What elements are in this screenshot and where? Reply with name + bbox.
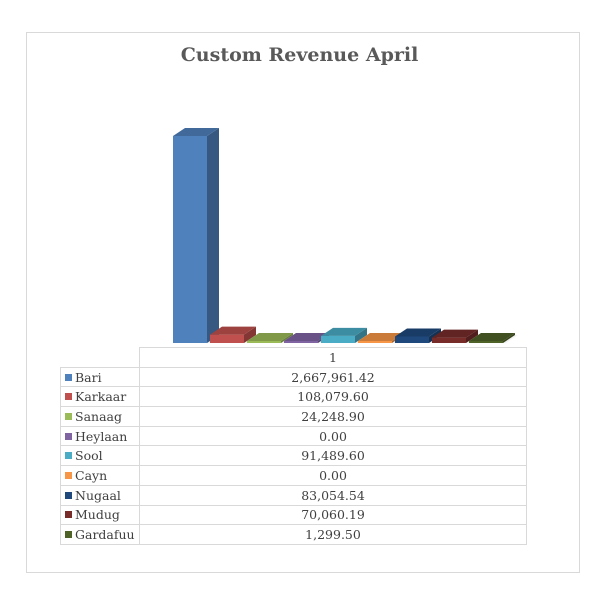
series-label: Gardafuu	[60, 524, 140, 545]
bar-side	[355, 327, 367, 343]
bar-sanaag	[247, 333, 293, 343]
bar-top	[395, 328, 441, 337]
category-label: 1	[139, 347, 527, 368]
series-value: 1,299.50	[139, 524, 527, 545]
table-row: Mudug 70,060.19	[60, 504, 527, 526]
bar-top	[284, 333, 330, 341]
series-value: 83,054.54	[139, 484, 527, 506]
bar-top	[247, 333, 293, 341]
table-row: Heylaan 0.00	[60, 425, 527, 447]
series-name: Gardafuu	[75, 527, 135, 543]
legend-key	[65, 373, 72, 381]
bar-top	[469, 333, 515, 341]
series-value: 91,489.60	[139, 445, 527, 467]
bar-front	[247, 341, 281, 343]
bar-front	[395, 336, 429, 343]
table-row: Gardafuu 1,299.50	[60, 524, 527, 545]
series-value: 70,060.19	[139, 504, 527, 526]
bar-bari	[173, 128, 219, 343]
bar-front	[358, 341, 392, 343]
series-label: Cayn	[60, 465, 140, 486]
bar-top	[358, 333, 404, 341]
bar-side	[207, 128, 219, 343]
series-value: 24,248.90	[139, 406, 527, 427]
table-row: Cayn 0.00	[60, 465, 527, 486]
data-table: 1 Bari 2,667,961.42 Karkaar 108,079.60 Sanaag…	[60, 347, 527, 545]
series-value: 0.00	[139, 465, 527, 486]
series-name: Mudug	[75, 507, 120, 523]
series-name: Nugaal	[75, 487, 121, 503]
bar-front	[284, 341, 318, 343]
table-row: Nugaal 83,054.54	[60, 484, 527, 506]
table-row: Sanaag 24,248.90	[60, 406, 527, 427]
series-label: Heylaan	[60, 425, 140, 447]
series-value: 108,079.60	[139, 386, 527, 408]
legend-key	[65, 531, 72, 539]
series-name: Sool	[75, 448, 103, 464]
bar-front	[210, 334, 244, 343]
legend-key	[65, 471, 72, 479]
series-label: Bari	[60, 366, 140, 388]
series-name: Heylaan	[75, 428, 128, 444]
bar-side	[466, 329, 478, 343]
series-label: Sanaag	[60, 406, 140, 427]
series-label: Karkaar	[60, 386, 140, 408]
bar-front	[469, 341, 503, 343]
bar-mudug	[432, 329, 478, 343]
series-value: 2,667,961.42	[139, 366, 527, 388]
bar-top	[432, 329, 478, 338]
bar-front	[432, 337, 466, 343]
series-value: 0.00	[139, 425, 527, 447]
series-name: Cayn	[75, 467, 108, 483]
bar-side	[281, 333, 293, 343]
series-name: Sanaag	[75, 408, 122, 424]
legend-key	[65, 511, 72, 519]
table-row: Sool 91,489.60	[60, 445, 527, 467]
series-name: Karkaar	[75, 389, 127, 405]
bar-karkaar	[210, 326, 256, 343]
legend-key	[65, 393, 72, 401]
legend-key	[65, 491, 72, 499]
series-label: Nugaal	[60, 484, 140, 506]
bar-top	[173, 128, 219, 136]
table-row: Karkaar 108,079.60	[60, 386, 527, 408]
series-name: Bari	[75, 369, 102, 385]
bar-side	[244, 326, 256, 343]
table-header-row: 1	[60, 347, 527, 368]
bar-sool	[321, 327, 367, 343]
chart-title: Custom Revenue April	[180, 44, 419, 66]
bar-top	[321, 327, 367, 336]
bar-top	[210, 326, 256, 335]
legend-key	[65, 432, 72, 440]
bar-side	[503, 333, 515, 343]
table-corner	[60, 347, 140, 368]
bar-front	[173, 136, 207, 343]
series-label: Mudug	[60, 504, 140, 526]
bar-front	[321, 335, 355, 343]
legend-key	[65, 412, 72, 420]
bar-gardafuu	[469, 333, 515, 343]
table-row: Bari 2,667,961.42	[60, 366, 527, 388]
series-label: Sool	[60, 445, 140, 467]
legend-key	[65, 452, 72, 460]
